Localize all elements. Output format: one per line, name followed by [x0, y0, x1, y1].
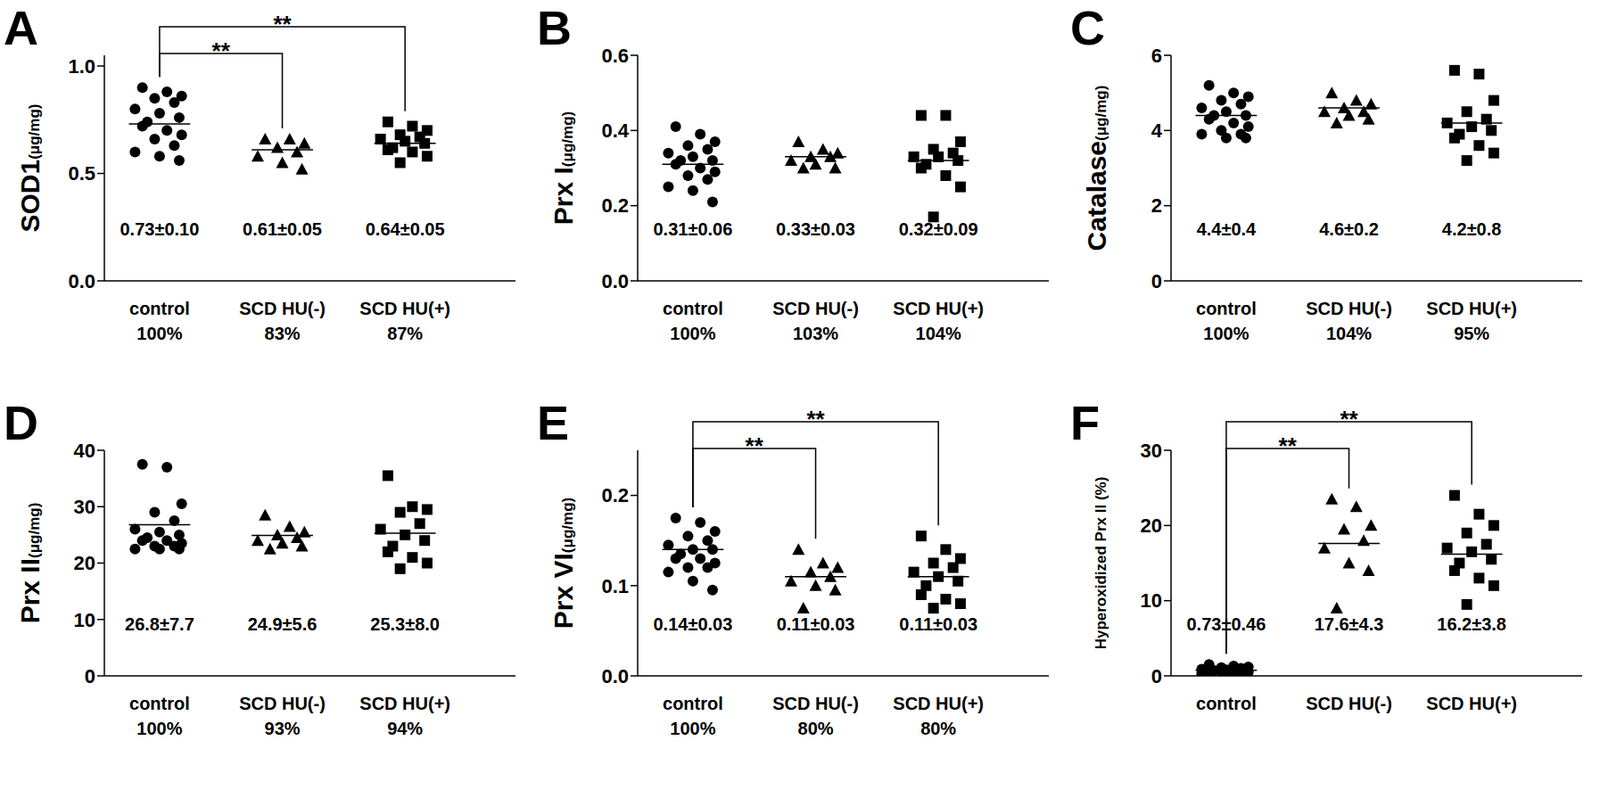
- svg-text:Prx II(μg/mg): Prx II(μg/mg): [15, 503, 45, 625]
- svg-text:0.1: 0.1: [601, 575, 629, 598]
- svg-text:0.64±0.05: 0.64±0.05: [365, 219, 446, 240]
- svg-text:0.73±0.10: 0.73±0.10: [120, 219, 200, 240]
- svg-text:SCD HU(+): SCD HU(+): [359, 693, 451, 714]
- svg-text:control: control: [129, 693, 190, 714]
- svg-text:100%: 100%: [669, 718, 716, 739]
- svg-text:94%: 94%: [387, 718, 423, 739]
- svg-text:10: 10: [1140, 589, 1163, 612]
- svg-text:0.33±0.03: 0.33±0.03: [775, 219, 856, 240]
- svg-text:95%: 95%: [1453, 323, 1490, 344]
- svg-text:SOD1(μg/mg): SOD1(μg/mg): [15, 103, 45, 232]
- svg-text:A: A: [7, 0, 39, 55]
- svg-text:SCD HU(-): SCD HU(-): [772, 298, 859, 319]
- svg-text:0.0: 0.0: [67, 270, 96, 293]
- svg-text:0.4: 0.4: [601, 119, 629, 142]
- svg-text:16.2±3.8: 16.2±3.8: [1436, 614, 1507, 635]
- svg-text:87%: 87%: [387, 323, 423, 344]
- svg-text:SCD HU(+): SCD HU(+): [892, 298, 984, 319]
- svg-text:100%: 100%: [136, 718, 182, 739]
- svg-text:80%: 80%: [920, 718, 957, 739]
- svg-text:Catalase(μg/mg): Catalase(μg/mg): [1081, 85, 1112, 252]
- svg-text:Hyperoxidized Prx II (%): Hyperoxidized Prx II (%): [1092, 477, 1110, 651]
- svg-text:**: **: [806, 405, 825, 433]
- svg-text:SCD HU(-): SCD HU(-): [1305, 298, 1393, 319]
- svg-text:E: E: [536, 395, 570, 450]
- svg-text:104%: 104%: [1326, 323, 1372, 344]
- svg-text:25.3±8.0: 25.3±8.0: [370, 614, 440, 635]
- svg-text:30: 30: [74, 495, 96, 519]
- svg-text:6: 6: [1151, 44, 1163, 67]
- svg-text:0.0: 0.0: [601, 665, 629, 688]
- svg-text:4.4±0.4: 4.4±0.4: [1196, 219, 1257, 240]
- svg-text:30: 30: [1140, 439, 1163, 462]
- svg-text:4: 4: [1151, 119, 1163, 142]
- svg-text:20: 20: [1140, 514, 1163, 537]
- svg-text:0: 0: [84, 665, 96, 688]
- svg-text:**: **: [1339, 405, 1359, 433]
- svg-text:2: 2: [1151, 194, 1163, 217]
- svg-text:SCD HU(-): SCD HU(-): [239, 298, 326, 319]
- svg-text:D: D: [7, 395, 39, 450]
- svg-text:SCD HU(-): SCD HU(-): [239, 693, 326, 714]
- svg-text:SCD HU(-): SCD HU(-): [772, 693, 859, 714]
- svg-text:0.32±0.09: 0.32±0.09: [898, 219, 979, 240]
- svg-text:100%: 100%: [1203, 323, 1249, 344]
- svg-text:0.2: 0.2: [601, 194, 629, 217]
- svg-text:SCD HU(+): SCD HU(+): [892, 693, 984, 714]
- svg-text:SCD HU(+): SCD HU(+): [359, 298, 451, 319]
- svg-text:17.6±4.3: 17.6±4.3: [1314, 614, 1385, 635]
- svg-text:**: **: [272, 10, 292, 38]
- svg-text:4.2±0.8: 4.2±0.8: [1442, 219, 1502, 240]
- svg-text:100%: 100%: [669, 323, 716, 344]
- svg-text:20: 20: [74, 552, 96, 575]
- svg-text:80%: 80%: [798, 718, 834, 739]
- svg-text:0.2: 0.2: [601, 484, 629, 507]
- svg-text:0: 0: [1151, 665, 1163, 688]
- svg-text:26.8±7.7: 26.8±7.7: [124, 614, 195, 635]
- svg-text:0.6: 0.6: [601, 44, 629, 67]
- svg-text:0.61±0.05: 0.61±0.05: [242, 219, 322, 240]
- svg-text:SCD HU(-): SCD HU(-): [1305, 693, 1393, 714]
- svg-text:10: 10: [74, 609, 96, 632]
- svg-text:0.73±0.46: 0.73±0.46: [1187, 614, 1267, 635]
- svg-text:**: **: [745, 432, 765, 460]
- svg-text:0.5: 0.5: [67, 162, 96, 185]
- svg-text:40: 40: [74, 439, 96, 462]
- svg-text:0.11±0.03: 0.11±0.03: [898, 614, 978, 635]
- svg-text:0.31±0.06: 0.31±0.06: [653, 219, 734, 240]
- svg-text:100%: 100%: [136, 323, 182, 344]
- svg-text:F: F: [1070, 395, 1100, 450]
- svg-text:control: control: [1195, 298, 1257, 319]
- svg-text:104%: 104%: [915, 323, 962, 344]
- svg-text:Prx I(μg/mg): Prx I(μg/mg): [548, 111, 578, 225]
- svg-text:0.14±0.03: 0.14±0.03: [653, 614, 734, 635]
- svg-text:control: control: [1195, 693, 1257, 714]
- svg-text:24.9±5.6: 24.9±5.6: [247, 614, 318, 635]
- svg-text:control: control: [662, 298, 724, 319]
- svg-text:83%: 83%: [264, 323, 301, 344]
- svg-text:Prx VI(μg/mg): Prx VI(μg/mg): [548, 497, 578, 629]
- svg-text:93%: 93%: [264, 718, 301, 739]
- svg-text:**: **: [1278, 432, 1298, 460]
- svg-text:**: **: [212, 37, 231, 65]
- svg-text:0.0: 0.0: [601, 270, 629, 293]
- svg-text:B: B: [536, 0, 572, 55]
- svg-text:C: C: [1070, 0, 1106, 55]
- svg-text:SCD HU(+): SCD HU(+): [1426, 298, 1518, 319]
- svg-text:103%: 103%: [792, 323, 839, 344]
- svg-text:control: control: [662, 693, 724, 714]
- svg-text:0.11±0.03: 0.11±0.03: [776, 614, 856, 635]
- svg-text:0: 0: [1151, 270, 1163, 293]
- svg-text:control: control: [129, 298, 190, 319]
- svg-text:1.0: 1.0: [67, 55, 96, 78]
- svg-text:SCD HU(+): SCD HU(+): [1426, 693, 1518, 714]
- svg-text:4.6±0.2: 4.6±0.2: [1319, 219, 1379, 240]
